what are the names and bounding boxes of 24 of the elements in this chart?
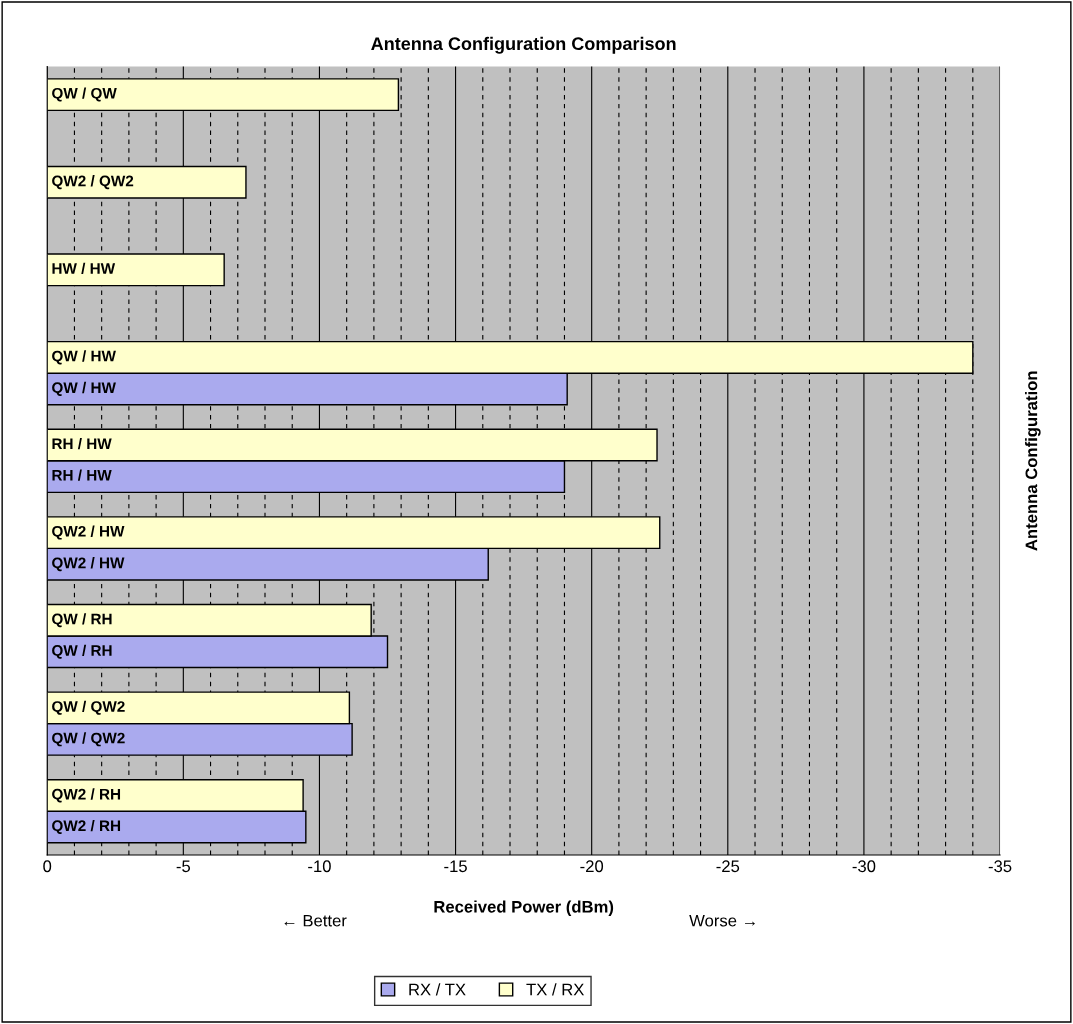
x-tick-label: -20 (580, 860, 604, 873)
y-tick-label: QW / HW (52, 350, 116, 365)
x-axis-title: Received Power (dBm) (434, 900, 614, 916)
y-tick-label: QW / RH (52, 613, 112, 628)
legend-label: TX / RX (526, 983, 585, 996)
y-axis-title: Antenna Configuration (1025, 371, 1041, 551)
y-tick-label: QW / QW (52, 87, 117, 102)
x-tick-label: -25 (716, 860, 740, 873)
y-tick-label: QW2 / QW2 (52, 175, 134, 190)
x-tick-label: -30 (852, 860, 876, 873)
chart-title: Antenna Configuration Comparison (371, 36, 676, 54)
x-tick-label: -5 (176, 860, 191, 873)
text: Worse → (689, 914, 755, 927)
x-tick-label: -10 (308, 860, 331, 873)
text: ← Better (284, 914, 347, 927)
y-tick-label: HW / HW (52, 262, 116, 275)
x-tick-label: -15 (444, 860, 467, 873)
x-tick-label: -35 (988, 860, 1012, 873)
y-tick-label: QW2 / HW (52, 525, 125, 540)
x-tick-label: 0 (43, 860, 52, 873)
y-tick-label: RH / HW (52, 437, 112, 450)
legend-label: RX / TX (409, 983, 466, 996)
y-tick-label: QW2 / RH (52, 788, 121, 803)
y-tick-label: QW / QW2 (52, 700, 125, 715)
